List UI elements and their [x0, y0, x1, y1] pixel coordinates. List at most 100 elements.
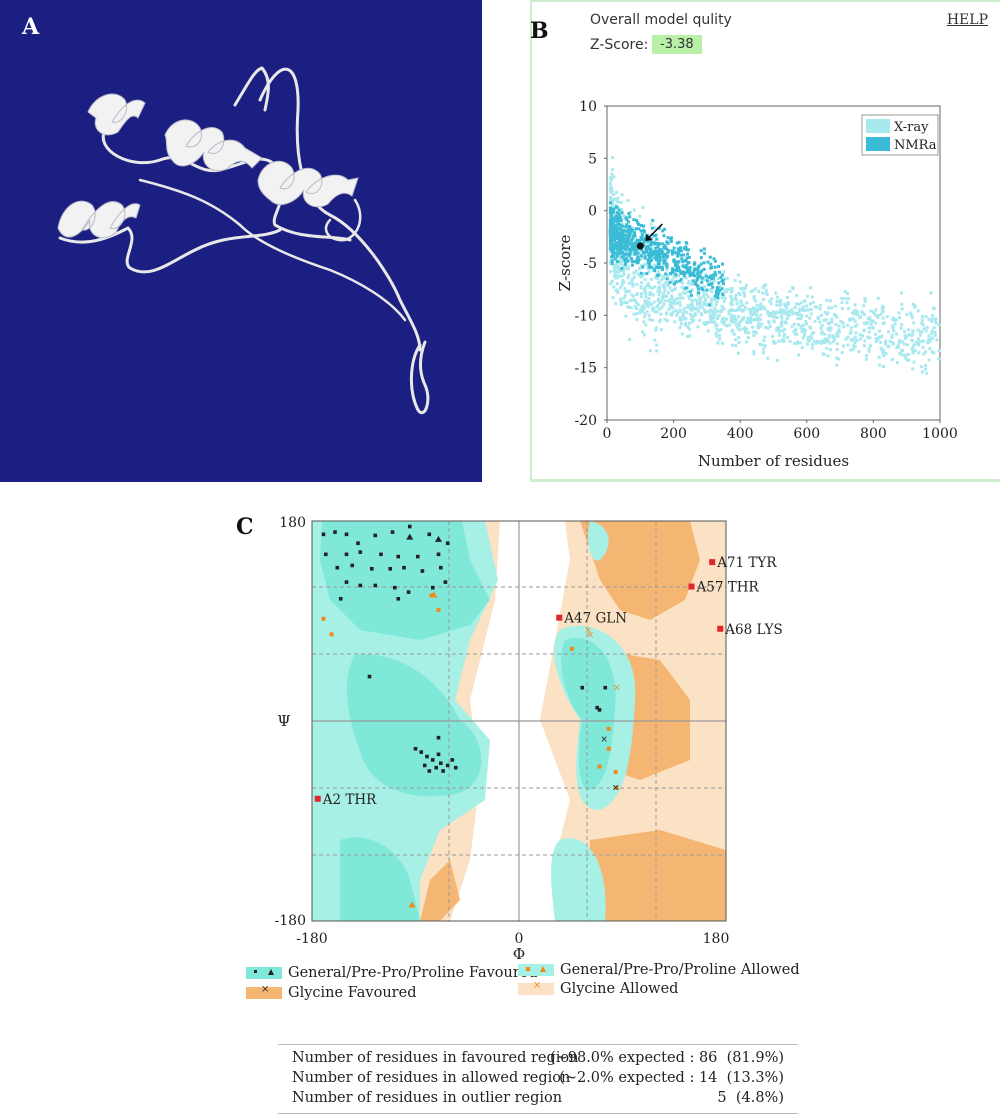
nmr-point: [617, 226, 621, 230]
xray-point: [656, 290, 660, 294]
nmr-point: [618, 213, 622, 217]
nmr-point: [649, 243, 653, 247]
xray-point: [614, 263, 618, 267]
xray-point: [853, 303, 857, 307]
help-link[interactable]: HELP: [946, 12, 988, 28]
nmr-point: [706, 260, 710, 264]
nmr-point: [674, 273, 678, 277]
xray-point: [652, 306, 656, 310]
nmr-point: [712, 257, 716, 261]
xray-point: [816, 340, 820, 344]
xray-point: [775, 299, 779, 303]
nmr-point: [692, 269, 696, 273]
xray-point: [882, 348, 886, 352]
xray-point: [650, 306, 654, 310]
xray-point: [688, 334, 692, 338]
y-tick-label: -15: [574, 361, 597, 377]
xray-point: [862, 304, 866, 308]
nmr-point: [670, 252, 674, 256]
xray-point: [659, 312, 663, 316]
xray-point: [674, 308, 678, 312]
xray-point: [800, 346, 804, 350]
nmr-point: [647, 260, 651, 264]
xray-point: [627, 245, 631, 249]
xray-point: [932, 351, 936, 355]
xray-point: [609, 190, 613, 194]
phi-tick-label: 180: [703, 931, 730, 947]
xray-point: [812, 340, 816, 344]
xray-point: [611, 296, 615, 300]
nmr-point: [622, 257, 626, 261]
legend-entry: NMRa: [894, 138, 937, 153]
xray-point: [727, 323, 731, 327]
nmr-point: [608, 232, 612, 236]
xray-point: [836, 334, 840, 338]
xray-point: [702, 275, 706, 279]
xray-point: [704, 298, 708, 302]
xray-point: [851, 347, 855, 351]
xray-point: [614, 270, 618, 274]
reference-distribution: [608, 156, 941, 375]
xray-point: [858, 333, 862, 337]
nmr-point: [664, 272, 668, 276]
xray-point: [617, 200, 621, 204]
xray-point: [650, 245, 654, 249]
xray-point: [855, 311, 859, 315]
xray-point: [612, 192, 616, 196]
xray-point: [828, 326, 832, 330]
nmr-point: [626, 259, 630, 263]
xray-point: [902, 329, 906, 333]
nmr-point: [629, 256, 633, 260]
xray-point: [874, 340, 878, 344]
xray-point: [766, 310, 770, 314]
xray-point: [856, 313, 860, 317]
xray-point: [916, 309, 920, 313]
xray-point: [796, 317, 800, 321]
xray-point: [884, 342, 888, 346]
xray-point: [811, 300, 815, 304]
nmr-point: [650, 265, 654, 269]
y-tick-label: 5: [588, 151, 597, 167]
outlier-label: A2 THR: [322, 792, 377, 808]
xray-point: [779, 307, 783, 311]
xray-point: [863, 297, 867, 301]
xray-point: [639, 295, 643, 299]
xray-point: [639, 257, 643, 261]
xray-point: [900, 302, 904, 306]
xray-point: [753, 318, 757, 322]
nmr-point: [684, 271, 688, 275]
xray-point: [735, 302, 739, 306]
xray-point: [862, 313, 866, 317]
xray-point: [924, 364, 928, 368]
xray-point: [877, 355, 881, 359]
xray-point: [658, 318, 662, 322]
xray-point: [736, 273, 740, 277]
nmr-point: [704, 274, 708, 278]
xray-point: [809, 308, 813, 312]
nmr-point: [693, 261, 697, 265]
nmr-point: [705, 279, 709, 283]
xray-point: [757, 321, 761, 325]
xray-point: [871, 326, 875, 330]
nmr-point: [611, 235, 615, 239]
nmr-point: [625, 252, 629, 256]
xray-point: [801, 336, 805, 340]
y-tick-label: -10: [574, 308, 597, 324]
xray-point: [883, 340, 887, 344]
xray-point: [720, 296, 724, 300]
xray-point: [831, 340, 835, 344]
xray-point: [854, 331, 858, 335]
nmr-point: [640, 232, 644, 236]
residue-favoured: [396, 596, 401, 601]
nmr-point: [614, 228, 618, 232]
xray-point: [880, 348, 884, 352]
nmr-point: [611, 209, 615, 213]
xray-point: [910, 338, 914, 342]
nmr-point: [662, 252, 666, 256]
legend-swatch-glycine-allowed: ×: [518, 980, 554, 995]
nmr-point: [713, 259, 717, 263]
xray-point: [698, 318, 702, 322]
nmr-point: [649, 248, 653, 252]
xray-point: [891, 342, 895, 346]
xray-point: [625, 250, 629, 254]
